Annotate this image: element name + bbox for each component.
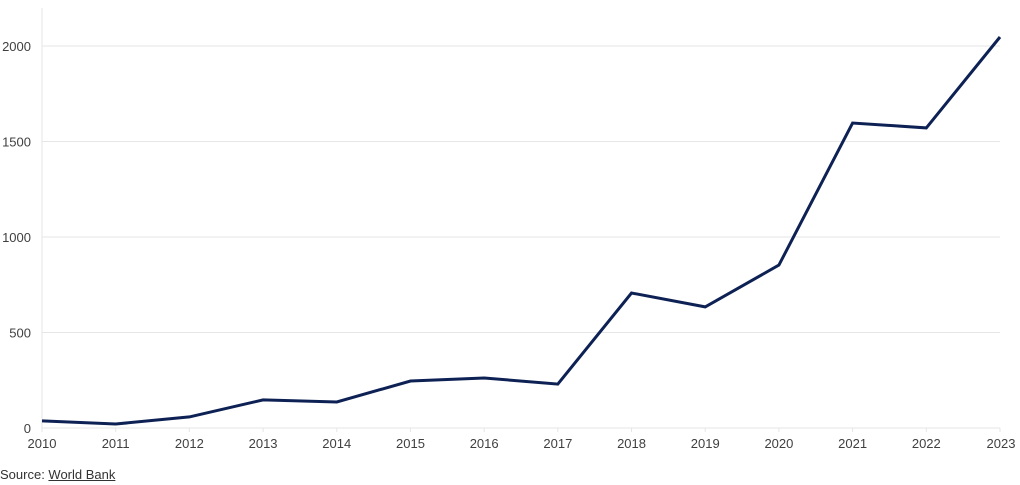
- x-tick-label: 2014: [322, 436, 351, 451]
- x-tick-label: 2018: [617, 436, 646, 451]
- y-tick-label: 1500: [2, 135, 31, 150]
- source-link[interactable]: World Bank: [48, 467, 116, 482]
- x-tick-label: 2015: [396, 436, 425, 451]
- source-note: Source: World Bank: [0, 467, 115, 482]
- y-tick-label: 500: [9, 326, 31, 341]
- y-tick-label: 2000: [2, 39, 31, 54]
- x-tick-label: 2010: [28, 436, 57, 451]
- x-tick-label: 2017: [543, 436, 572, 451]
- x-tick-label: 2021: [838, 436, 867, 451]
- x-tick-label: 2019: [691, 436, 720, 451]
- source-prefix: Source:: [0, 467, 49, 482]
- x-tick-label: 2023: [987, 436, 1016, 451]
- x-tick-label: 2022: [912, 436, 941, 451]
- y-tick-label: 1000: [2, 230, 31, 245]
- y-tick-label: 0: [24, 421, 31, 436]
- gridlines: [42, 45, 1000, 429]
- x-axis-ticks: 2010 2011 2012 2013 2014 2015 2016 2017 2018 2019…: [28, 428, 1016, 451]
- data-line: [41, 36, 1002, 426]
- x-tick-label: 2012: [175, 436, 204, 451]
- x-tick-label: 2016: [470, 436, 499, 451]
- y-axis-ticks: 0 500 1000 1500 2000: [2, 39, 31, 436]
- x-tick-label: 2020: [764, 436, 793, 451]
- x-tick-label: 2011: [102, 436, 130, 451]
- x-tick-label: 2013: [249, 436, 278, 451]
